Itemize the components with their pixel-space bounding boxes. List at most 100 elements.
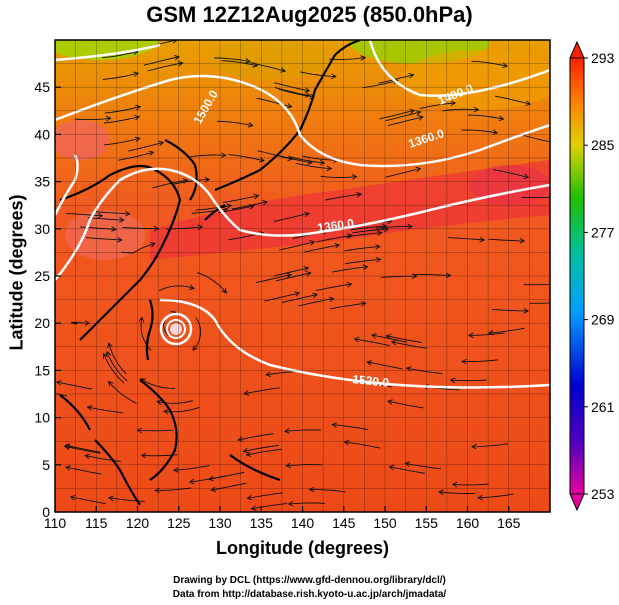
streamline	[462, 359, 499, 363]
streamline	[461, 129, 498, 134]
streamline-arrow	[253, 193, 260, 200]
streamline	[103, 116, 140, 124]
graticule	[55, 40, 550, 512]
streamline-arrow	[242, 447, 249, 454]
streamline-arrow	[107, 380, 114, 387]
streamline-arrow	[492, 129, 499, 136]
streamline-arrow	[555, 282, 560, 287]
streamline-arrow	[449, 377, 456, 384]
x-tick-label: 145	[332, 515, 356, 531]
streamline	[120, 242, 156, 254]
streamline	[439, 491, 476, 494]
streamline	[371, 334, 408, 343]
x-tick-label: 150	[373, 515, 397, 531]
y-axis-ticks: 0 5 10 15 20 25 30 35 40 45	[34, 79, 61, 520]
streamline	[284, 429, 321, 432]
streamline-arrow	[158, 140, 165, 147]
y-tick-label: 40	[34, 126, 50, 142]
streamline-arrow	[473, 106, 480, 113]
streamline	[274, 82, 310, 92]
streamline-arrow	[305, 271, 312, 277]
streamline-arrow	[245, 451, 252, 457]
streamline	[325, 193, 362, 201]
streamline	[246, 448, 283, 456]
streamline	[122, 227, 159, 230]
streamline-arrow	[156, 399, 163, 406]
streamline-arrow	[286, 103, 293, 109]
streamline-arrow	[69, 494, 76, 501]
streamline	[247, 492, 284, 499]
streamline	[143, 56, 180, 66]
streamline	[137, 429, 174, 432]
streamline	[216, 120, 253, 127]
streamline-arrow	[375, 256, 382, 263]
streamline	[467, 114, 504, 120]
streamline-arrow	[204, 176, 211, 183]
y-tick-label: 20	[34, 315, 50, 331]
streamline-arrow	[312, 292, 319, 299]
streamline	[173, 465, 210, 471]
streamline	[344, 441, 381, 449]
streamline	[488, 238, 525, 242]
streamline	[208, 471, 245, 480]
streamline	[495, 95, 531, 105]
streamline-arrow	[138, 316, 145, 323]
cyclone-center-marker	[170, 323, 182, 335]
streamline-arrow	[286, 272, 293, 279]
credit-data: Data from http://database.rish.kyoto-u.a…	[172, 589, 447, 600]
streamline	[380, 275, 417, 278]
streamline-arrow	[64, 465, 71, 471]
streamline-arrow	[523, 308, 530, 314]
x-tick-label: 140	[291, 515, 315, 531]
streamline	[521, 134, 550, 143]
streamline	[243, 444, 280, 452]
streamline	[66, 213, 103, 217]
streamline	[281, 294, 318, 303]
streamline	[352, 228, 389, 234]
streamline-arrow	[502, 62, 509, 69]
streamline-arrow	[360, 55, 367, 61]
x-tick-label: 110	[44, 515, 67, 531]
streamline	[85, 237, 122, 241]
y-tick-label: 0	[42, 504, 50, 520]
streamline	[256, 97, 292, 108]
streamline-arrow	[451, 481, 458, 488]
streamline-arrow	[133, 71, 140, 77]
streamline	[286, 464, 323, 467]
streamline-arrow	[386, 399, 393, 405]
streamline-arrow	[32, 388, 37, 393]
streamline-arrow	[417, 115, 424, 121]
streamline	[273, 212, 310, 222]
streamline	[255, 274, 292, 284]
map-title: GSM 12Z12Aug2025 (850.0hPa)	[146, 2, 473, 27]
streamline-arrow	[108, 495, 114, 502]
streamline	[71, 321, 90, 325]
streamline	[102, 72, 139, 80]
streamline-arrow	[135, 104, 142, 111]
streamline	[223, 195, 259, 203]
streamline	[332, 424, 368, 431]
x-tick-label: 130	[208, 515, 232, 531]
streamline-arrow	[366, 359, 372, 366]
streamline-arrow	[303, 266, 310, 272]
streamline-arrow	[105, 350, 112, 357]
streamline-arrow	[221, 287, 228, 294]
streamline-arrow	[370, 333, 377, 339]
streamline-arrow	[105, 115, 112, 122]
x-tick-label: 120	[126, 515, 150, 531]
streamline-arrow	[220, 152, 227, 159]
streamline-arrow	[331, 422, 337, 428]
streamline-arrow	[177, 60, 184, 67]
streamline-arrow	[477, 494, 483, 501]
streamline	[103, 353, 125, 384]
streamline	[419, 102, 456, 110]
streamline-arrow	[328, 296, 335, 303]
y-tick-label: 15	[34, 362, 50, 378]
streamline	[195, 205, 232, 211]
streamline	[316, 234, 352, 243]
streamline	[379, 109, 415, 120]
contour-label: 1520.0	[352, 372, 390, 390]
streamline-arrow	[294, 291, 301, 297]
streamline-arrow	[153, 225, 160, 232]
streamline	[386, 335, 422, 343]
